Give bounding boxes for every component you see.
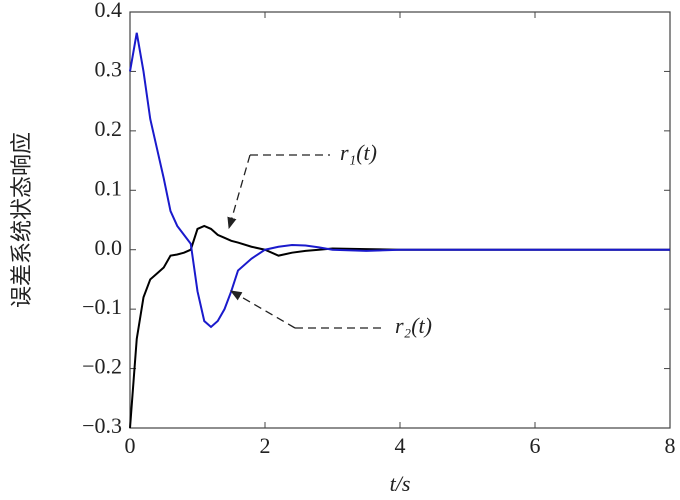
leader-arrow bbox=[229, 290, 296, 329]
y-tick-label: 0.4 bbox=[95, 0, 123, 22]
x-axis-label: t/s bbox=[390, 471, 411, 496]
x-tick-label: 2 bbox=[260, 433, 271, 458]
y-tick-label: 0.2 bbox=[95, 116, 123, 141]
y-axis-label: 误差系统状态响应 bbox=[9, 132, 34, 308]
legend-label: r₁(t) bbox=[340, 140, 377, 165]
plot-frame bbox=[129, 11, 671, 429]
y-tick-label: −0.3 bbox=[82, 413, 122, 438]
y-tick-label: −0.1 bbox=[82, 294, 122, 319]
x-tick-label: 8 bbox=[665, 433, 676, 458]
y-tick-label: 0.3 bbox=[95, 56, 123, 81]
x-tick-label: 0 bbox=[125, 433, 136, 458]
series-line bbox=[129, 224, 670, 429]
x-tick-label: 4 bbox=[395, 433, 406, 458]
y-tick-label: 0.1 bbox=[95, 175, 123, 200]
series-line bbox=[129, 32, 670, 329]
x-tick-label: 6 bbox=[530, 433, 541, 458]
y-tick-label: −0.2 bbox=[82, 354, 122, 379]
y-tick-label: 0.0 bbox=[95, 235, 123, 260]
legend-label: r₂(t) bbox=[395, 313, 432, 338]
leader-arrow bbox=[227, 154, 251, 230]
